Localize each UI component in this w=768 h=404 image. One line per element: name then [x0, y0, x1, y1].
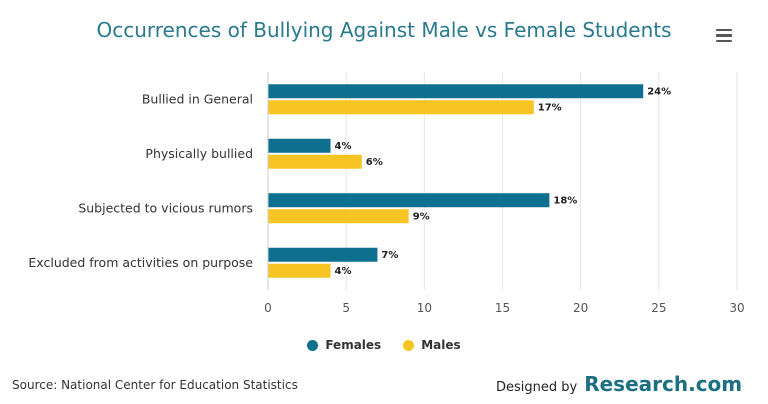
legend-item-females[interactable]: Females: [307, 338, 381, 352]
x-tick-label: 15: [495, 301, 510, 315]
data-label: 18%: [553, 195, 577, 206]
data-label: 6%: [366, 157, 383, 168]
data-label: 17%: [538, 102, 562, 113]
bar-females: [268, 193, 550, 208]
category-label: Bullied in General: [142, 91, 253, 106]
x-tick-label: 0: [264, 301, 272, 315]
bar-chart: 0 5 10 15 20 25 30 Bullied in General 24% 17% Phys…: [28, 72, 745, 315]
data-label: 9%: [413, 211, 430, 222]
x-tick-label: 5: [342, 301, 350, 315]
data-label: 24%: [647, 86, 671, 97]
bar-females: [268, 247, 378, 262]
bar-males: [268, 263, 331, 278]
chart-title: Occurrences of Bullying Against Male vs …: [96, 18, 672, 42]
category-label: Physically bullied: [145, 146, 253, 161]
bar-males: [268, 154, 362, 169]
x-tick-label: 25: [651, 301, 666, 315]
brand-logo[interactable]: Research.com: [584, 372, 743, 396]
chart-legend: Females Males: [0, 338, 768, 352]
data-label: 4%: [335, 266, 352, 277]
legend-females-marker: [307, 339, 319, 351]
bar-females: [268, 138, 331, 153]
hamburger-menu-icon[interactable]: [716, 29, 732, 42]
category-label: Excluded from activities on purpose: [28, 255, 253, 270]
data-label: 7%: [381, 250, 398, 261]
legend-males-marker: [403, 339, 415, 351]
x-tick-label: 10: [417, 301, 432, 315]
data-label: 4%: [335, 141, 352, 152]
x-tick-label: 20: [573, 301, 588, 315]
x-tick-label: 30: [729, 301, 744, 315]
bar-females: [268, 84, 644, 99]
legend-item-males[interactable]: Males: [403, 338, 461, 352]
bar-males: [268, 100, 534, 115]
designed-by-credit: Designed by Research.com: [496, 372, 742, 396]
legend-females-label: Females: [325, 338, 382, 352]
legend-males-label: Males: [421, 338, 461, 352]
bar-males: [268, 209, 409, 224]
category-label: Subjected to vicious rumors: [78, 200, 253, 215]
designed-by-label: Designed by: [496, 380, 578, 395]
source-note: Source: National Center for Education St…: [12, 378, 298, 392]
